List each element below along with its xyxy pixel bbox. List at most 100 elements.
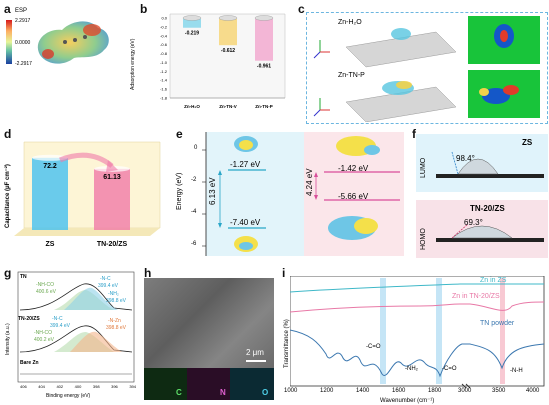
panel-label-h: h	[144, 266, 152, 280]
i-xticks: 1000 1200 1400 1600 1800 3000 3500 4000	[284, 388, 546, 394]
contact-angle-images	[416, 134, 548, 258]
g-xtick: 398	[92, 384, 100, 389]
g-nc2: -N-C	[52, 316, 63, 322]
e-tick-0: 0	[194, 145, 198, 151]
i-legend-tnzs: Zn in TN-20/ZS	[452, 293, 500, 300]
b-tick-label: 0.0	[161, 16, 167, 21]
b-bar-cap	[218, 15, 238, 21]
d-bar-cap	[32, 154, 68, 161]
panel-label-g: g	[4, 266, 12, 280]
g-nhco1: -NH-CO	[36, 282, 55, 288]
i-xtick: 1200	[320, 388, 334, 394]
scale-label: 2 μm	[246, 348, 264, 357]
g-nc1v: 399.4 eV	[98, 283, 119, 289]
i-annot-nh: -N-H	[510, 368, 523, 374]
homo2-value: -5.66 eV	[338, 192, 369, 201]
d-value-label: 61.13	[103, 174, 121, 181]
esp-title: ESP	[15, 8, 28, 14]
d-bar	[94, 168, 130, 230]
xps-spectra	[17, 271, 135, 383]
series-zn-zs	[290, 283, 544, 293]
b-category-label: Zn-TN-V	[219, 104, 237, 109]
gap2-value: 4.24 eV	[305, 168, 314, 196]
chart-d-ylabel: Capacitance (μF cm⁻²)	[5, 164, 11, 228]
b-bar	[183, 18, 201, 28]
g-nc2v: 399.4 eV	[50, 323, 71, 329]
g-nhco2: -NH-CO	[34, 330, 53, 336]
d-bar	[32, 157, 68, 230]
esp-map	[6, 20, 109, 64]
scale-bar	[246, 360, 266, 362]
e-tick-3: -6	[191, 241, 197, 247]
g-xtick: 406	[20, 384, 27, 389]
b-bar	[219, 18, 237, 46]
ftir-chart	[290, 276, 545, 389]
e-tick-2: -4	[191, 209, 197, 215]
g-xtick: 400	[74, 384, 82, 389]
i-legend-tn: TN powder	[480, 320, 515, 327]
g-nzn: -N-Zn	[108, 318, 121, 324]
i-annot-nh2: -NH₂	[405, 366, 418, 372]
i-xtick: 3000	[458, 388, 472, 394]
g-xlabel: Binding energy (eV)	[46, 393, 91, 399]
g-bare: Bare Zn	[20, 360, 39, 366]
i-xtick: 1800	[428, 388, 442, 394]
g-ylabel: Intensity (a.u.)	[5, 323, 11, 355]
i-xlabel: Wavenumber (cm⁻¹)	[380, 398, 435, 404]
panel-label-a: a	[4, 2, 11, 16]
esp-mid: 0.0000	[15, 40, 31, 46]
f-homo-label: HOMO	[420, 228, 427, 250]
b-bar	[255, 18, 273, 61]
g-nh2: -NH₂	[108, 291, 119, 297]
i-xtick: 4000	[526, 388, 540, 394]
f-angle-zs: 98.4°	[456, 154, 475, 163]
f-angle-tn: 69.3°	[464, 218, 483, 227]
i-xtick: 1000	[284, 388, 298, 394]
d-category-label: TN-20/ZS	[97, 241, 128, 248]
panel-label-c: c	[298, 2, 305, 16]
b-tick-label: -0.4	[160, 33, 168, 38]
b-tick-label: -0.2	[160, 24, 168, 29]
i-legend-zs: Zn in ZS	[480, 277, 507, 284]
eds-label-c: C	[176, 388, 182, 397]
series-tn-powder	[290, 329, 545, 378]
g-xtick: 404	[38, 384, 45, 389]
b-category-label: Zn-H₂O	[184, 104, 200, 109]
g-nhco1v: 400.6 eV	[36, 289, 57, 295]
chart-b: 0.0-0.2-0.4-0.6-0.8-1.0-1.2-1.4-1.6-1.8 …	[160, 13, 286, 109]
b-value-label: -0.961	[257, 64, 271, 70]
eds-map-c	[144, 368, 187, 400]
panel-e-ylabel: Energy (eV)	[176, 172, 183, 210]
g-xtick: 394	[129, 384, 136, 389]
eds-map-o	[230, 368, 274, 400]
g-nh2v: 398.8 eV	[106, 298, 127, 304]
f-lumo-label: LUMO	[420, 157, 427, 178]
eds-map-n	[187, 368, 230, 400]
charge-density-maps	[313, 16, 540, 122]
d-value-label: 72.2	[43, 163, 57, 170]
chart-b-ylabel: Adsorption energy (eV)	[130, 38, 136, 90]
g-tnzs: TN-20/ZS	[18, 316, 40, 322]
b-category-label: Zn-TN-P	[255, 104, 273, 109]
esp-min: -2.2917	[15, 61, 32, 67]
eds-label-o: O	[262, 388, 269, 397]
b-tick-label: -1.0	[160, 60, 168, 65]
esp-max: 2.2917	[15, 18, 31, 24]
homo1-value: -7.40 eV	[230, 218, 261, 227]
b-bar-group: -0.612 Zn-TN-V	[218, 15, 238, 109]
b-value-label: -0.219	[185, 31, 199, 37]
g-xtick: 396	[111, 384, 118, 389]
d-category-label: ZS	[46, 241, 55, 248]
lumo1-value: -1.27 eV	[230, 160, 261, 169]
g-nc1: -N-C	[100, 276, 111, 282]
label-zn-tn-p: Zn-TN-P	[338, 72, 365, 79]
b-tick-label: -1.6	[160, 87, 168, 92]
g-nznv: 398.8 eV	[106, 325, 127, 331]
series-zn-tn-zs	[290, 301, 545, 313]
e-tick-1: -2	[191, 177, 197, 183]
f-zs-label: ZS	[522, 138, 533, 147]
b-tick-label: -0.8	[160, 51, 168, 56]
i-annot-co2: -C=O	[442, 366, 457, 372]
g-tn: TN	[20, 274, 27, 280]
b-tick-label: -0.6	[160, 42, 168, 47]
